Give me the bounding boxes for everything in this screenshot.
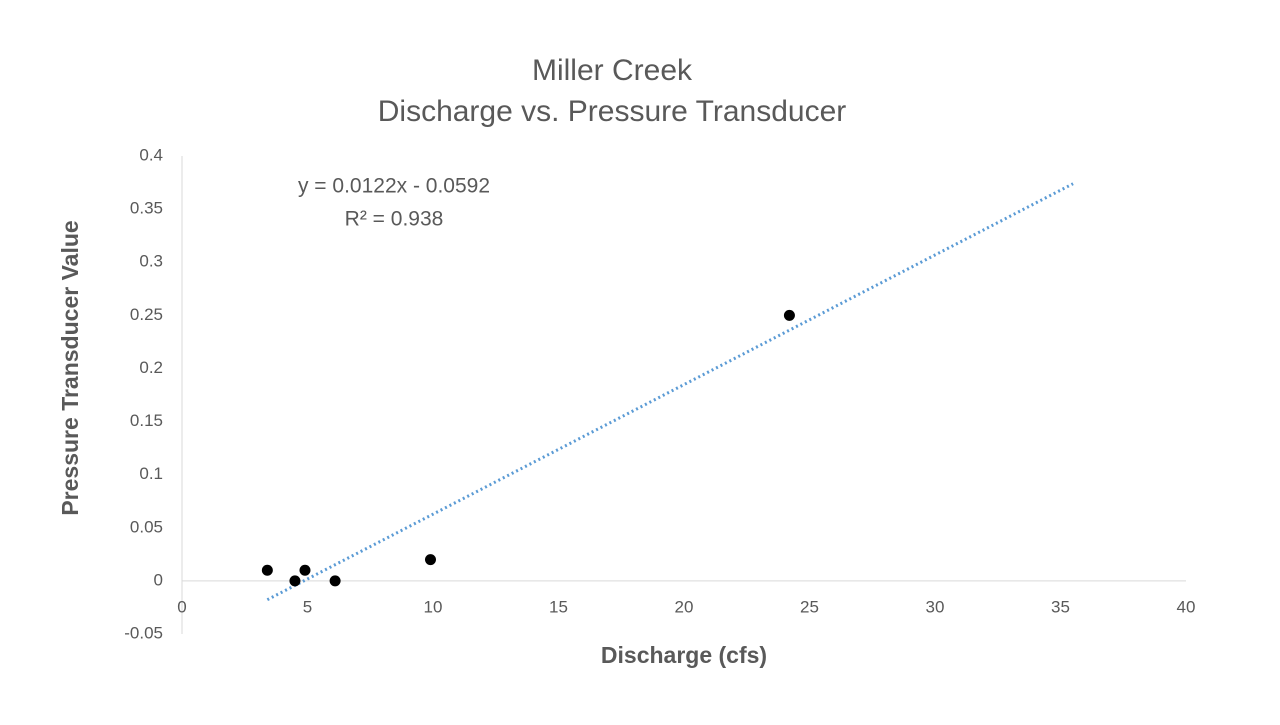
x-tick-label: 15	[549, 597, 568, 616]
trendline	[266, 182, 1074, 602]
chart-title: Miller Creek	[532, 54, 693, 87]
data-point	[424, 554, 436, 566]
x-tick-label: 5	[303, 597, 312, 616]
y-tick-label: 0.4	[139, 145, 163, 164]
x-tick-label: 20	[675, 597, 694, 616]
x-tick-label: 40	[1177, 597, 1196, 616]
x-tick-label: 35	[1051, 597, 1070, 616]
y-tick-label: 0.35	[130, 199, 163, 218]
data-point	[329, 575, 341, 587]
trendline-equation: y = 0.0122x - 0.0592	[298, 175, 490, 198]
data-point	[783, 309, 795, 321]
y-tick-label: 0.15	[130, 411, 163, 430]
data-point	[289, 575, 301, 587]
x-tick-label: 30	[926, 597, 945, 616]
y-axis-title: Pressure Transducer Value	[57, 220, 83, 515]
y-tick-label: 0	[154, 570, 163, 589]
y-tick-label: 0.2	[139, 358, 163, 377]
x-tick-label: 0	[177, 597, 186, 616]
y-tick-label: 0.3	[139, 252, 163, 271]
y-tick-label: -0.05	[124, 623, 163, 642]
y-tick-label: 0.25	[130, 305, 163, 324]
r-squared: R² = 0.938	[345, 208, 444, 231]
x-axis-title: Discharge (cfs)	[601, 642, 767, 668]
data-point	[261, 564, 273, 576]
data-point	[299, 564, 311, 576]
y-tick-label: 0.05	[130, 517, 163, 536]
y-tick-label: 0.1	[139, 464, 163, 483]
x-tick-label: 10	[424, 597, 443, 616]
x-tick-label: 25	[800, 597, 819, 616]
chart-title: Discharge vs. Pressure Transducer	[378, 95, 847, 128]
